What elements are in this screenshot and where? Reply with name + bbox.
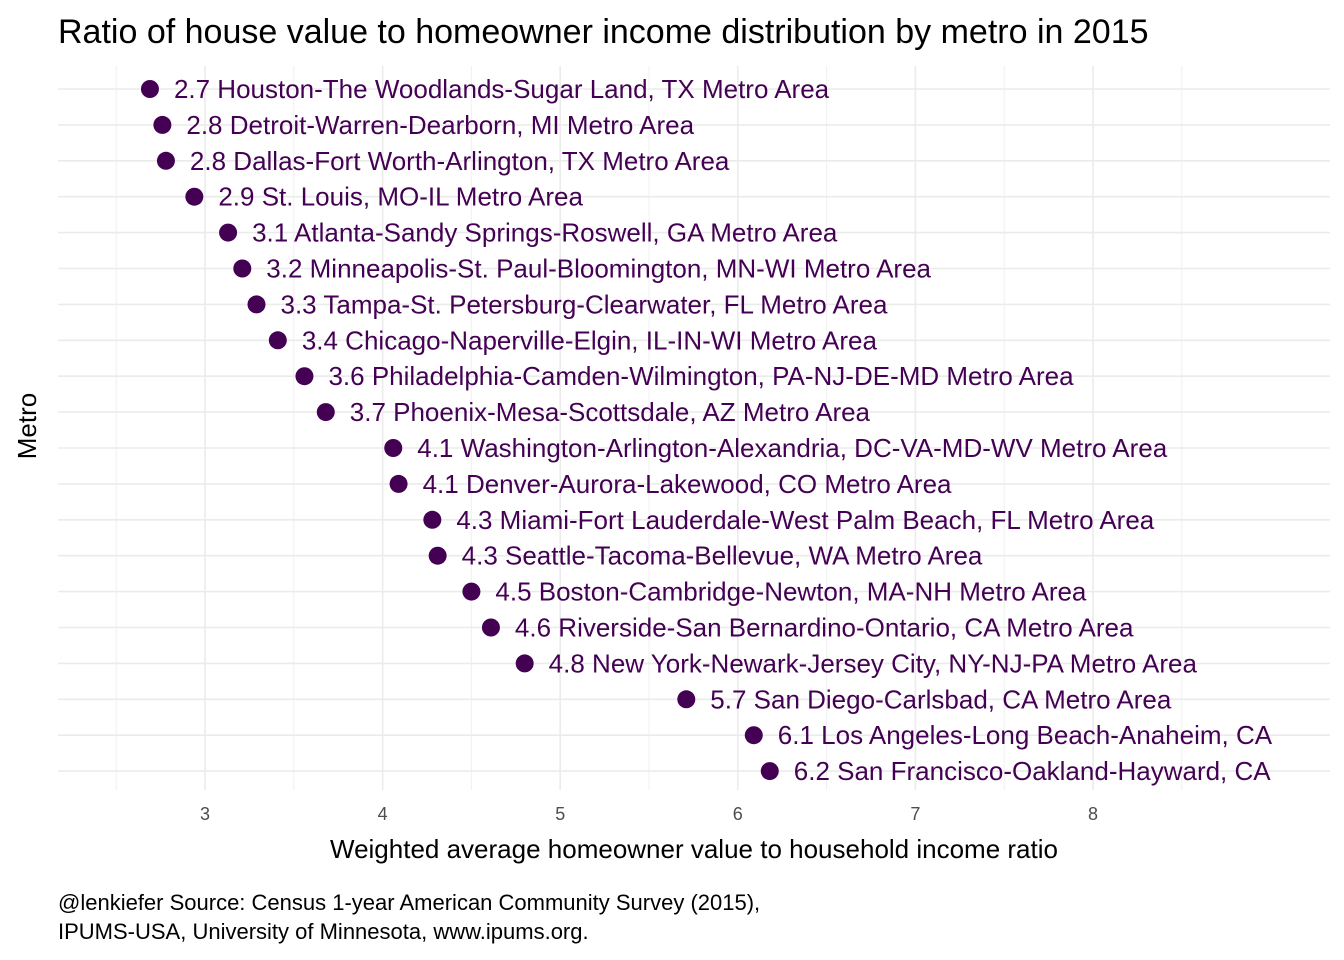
data-labels: 2.7 Houston-The Woodlands-Sugar Land, TX… — [174, 74, 1273, 786]
data-point — [515, 654, 534, 673]
x-axis-ticks: 3 4 5 6 7 8 — [200, 804, 1098, 824]
data-point — [481, 618, 500, 637]
data-point — [219, 223, 238, 242]
data-point — [247, 295, 266, 314]
data-label: 2.8 Detroit-Warren-Dearborn, MI Metro Ar… — [186, 110, 694, 140]
data-label: 4.5 Boston-Cambridge-Newton, MA-NH Metro… — [495, 577, 1087, 607]
data-label: 3.2 Minneapolis-St. Paul-Bloomington, MN… — [266, 254, 931, 284]
grid — [58, 66, 1330, 790]
data-point — [423, 510, 442, 529]
x-tick-label: 7 — [910, 804, 920, 824]
data-point — [316, 403, 335, 422]
data-point — [156, 151, 175, 170]
data-label: 3.7 Phoenix-Mesa-Scottsdale, AZ Metro Ar… — [350, 397, 871, 427]
x-tick-label: 3 — [200, 804, 210, 824]
data-label: 3.3 Tampa-St. Petersburg-Clearwater, FL … — [281, 289, 888, 319]
data-label: 4.6 Riverside-San Bernardino-Ontario, CA… — [515, 613, 1134, 643]
data-label: 4.3 Seattle-Tacoma-Bellevue, WA Metro Ar… — [462, 541, 983, 571]
data-point — [744, 726, 763, 745]
data-label: 4.1 Denver-Aurora-Lakewood, CO Metro Are… — [423, 469, 952, 499]
x-tick-label: 8 — [1088, 804, 1098, 824]
data-label: 2.9 St. Louis, MO-IL Metro Area — [218, 182, 583, 212]
data-point — [140, 80, 159, 98]
y-axis-title: Metro — [12, 393, 42, 459]
data-label: 4.3 Miami-Fort Lauderdale-West Palm Beac… — [456, 505, 1154, 535]
data-label: 5.7 San Diego-Carlsbad, CA Metro Area — [710, 684, 1172, 714]
data-label: 4.8 New York-Newark-Jersey City, NY-NJ-P… — [549, 648, 1198, 678]
data-point — [185, 187, 204, 206]
data-label: 2.7 Houston-The Woodlands-Sugar Land, TX… — [174, 74, 830, 104]
x-axis-title: Weighted average homeowner value to hous… — [330, 834, 1058, 864]
data-points — [140, 80, 779, 781]
data-point — [677, 690, 696, 709]
data-label: 2.8 Dallas-Fort Worth-Arlington, TX Metr… — [190, 146, 730, 176]
data-point — [760, 762, 779, 781]
chart-title: Ratio of house value to homeowner income… — [58, 13, 1149, 51]
caption-line-2: IPUMS-USA, University of Minnesota, www.… — [58, 919, 589, 944]
data-point — [153, 115, 172, 134]
data-point — [268, 331, 287, 350]
data-label: 6.2 San Francisco-Oakland-Hayward, CA — [794, 756, 1272, 786]
data-point — [389, 474, 408, 493]
data-point — [295, 367, 314, 386]
data-label: 4.1 Washington-Arlington-Alexandria, DC-… — [417, 433, 1167, 463]
data-label: 3.1 Atlanta-Sandy Springs-Roswell, GA Me… — [252, 218, 838, 248]
data-point — [233, 259, 252, 278]
caption-line-1: @lenkiefer Source: Census 1-year America… — [58, 890, 760, 915]
x-tick-label: 4 — [378, 804, 388, 824]
data-label: 3.4 Chicago-Naperville-Elgin, IL-IN-WI M… — [302, 325, 878, 355]
data-point — [428, 546, 447, 565]
x-tick-label: 6 — [733, 804, 743, 824]
data-point — [384, 439, 403, 457]
x-tick-label: 5 — [555, 804, 565, 824]
data-label: 3.6 Philadelphia-Camden-Wilmington, PA-N… — [328, 361, 1074, 391]
data-label: 6.1 Los Angeles-Long Beach-Anaheim, CA — [778, 720, 1273, 750]
data-point — [462, 582, 481, 601]
